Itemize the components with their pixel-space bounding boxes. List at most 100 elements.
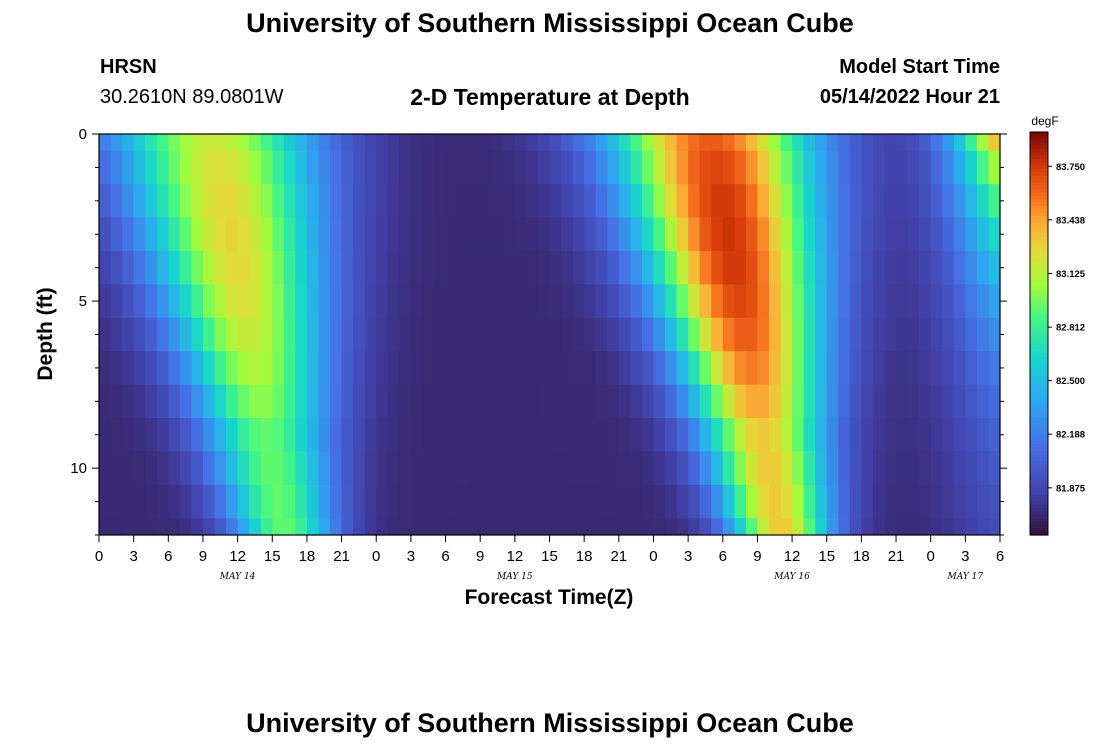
heatmap-cell [491, 418, 504, 453]
heatmap-cell [688, 484, 701, 519]
heatmap-cell [202, 134, 216, 152]
heatmap-cell [99, 184, 112, 219]
heatmap-cell [353, 184, 366, 219]
heatmap-cell [341, 250, 354, 285]
heatmap-cell [780, 284, 793, 319]
colorbar-segment [1030, 279, 1048, 284]
heatmap-cell [272, 484, 285, 519]
heatmap-cell [711, 217, 724, 252]
colorbar-segment [1030, 165, 1048, 170]
heatmap-cell [537, 484, 551, 519]
heatmap-cell [156, 184, 169, 219]
heatmap-cell [168, 518, 181, 535]
heatmap-cell [145, 518, 158, 535]
heatmap-cell [330, 150, 343, 185]
heatmap-cell [942, 250, 955, 285]
colorbar-segment [1030, 461, 1048, 466]
heatmap-cell [122, 217, 135, 252]
heatmap-cell [976, 184, 990, 219]
heatmap-cell [514, 518, 527, 535]
heatmap-cell [376, 317, 389, 352]
colorbar-segment [1030, 229, 1048, 234]
heatmap-cell [202, 484, 216, 519]
heatmap-cell [757, 384, 770, 419]
heatmap-cell [803, 184, 816, 219]
heatmap-cell [191, 134, 204, 152]
heatmap-cell [803, 518, 816, 535]
heatmap-cell [942, 284, 955, 319]
heatmap-cell [896, 451, 909, 486]
heatmap-cell [191, 351, 204, 386]
heatmap-cell [849, 250, 862, 285]
heatmap-cell [630, 284, 643, 319]
heatmap-cell [330, 134, 343, 152]
heatmap-cell [595, 250, 608, 285]
heatmap-cell [676, 184, 689, 219]
heatmap-cell [237, 184, 250, 219]
colorbar-segment [1030, 521, 1048, 526]
heatmap-cell [110, 150, 123, 185]
heatmap-cell [410, 217, 424, 252]
heatmap-cell [722, 184, 735, 219]
heatmap-cell [607, 451, 620, 486]
heatmap-cell [711, 418, 724, 453]
heatmap-cell [618, 451, 631, 486]
heatmap-cell [226, 484, 239, 519]
heatmap-cell [422, 150, 435, 185]
heatmap-cell [514, 418, 527, 453]
heatmap-cell [341, 184, 354, 219]
heatmap-cell [226, 418, 239, 453]
heatmap-cell [503, 217, 516, 252]
heatmap-cell [122, 418, 135, 453]
heatmap-cell [179, 518, 193, 535]
heatmap-cell [896, 250, 909, 285]
heatmap-cell [930, 384, 943, 419]
heatmap-cell [318, 150, 331, 185]
heatmap-cell [514, 150, 527, 185]
heatmap-cell [676, 284, 689, 319]
heatmap-cell [953, 484, 966, 519]
colorbar-segment [1030, 232, 1048, 237]
heatmap-cell [722, 217, 735, 252]
heatmap-cell [988, 384, 1000, 419]
heatmap-cell [976, 418, 990, 453]
colorbar-segment [1030, 135, 1048, 140]
heatmap-cell [665, 317, 678, 352]
heatmap-cell [191, 384, 204, 419]
colorbar-segment [1030, 239, 1048, 244]
heatmap-cell [884, 134, 897, 152]
heatmap-cell [988, 317, 1000, 352]
heatmap-cell [99, 317, 112, 352]
x-date-label: MAY 14 [219, 572, 256, 582]
heatmap-cell [191, 317, 204, 352]
heatmap-cell [988, 184, 1000, 219]
heatmap-cell [306, 451, 320, 486]
colorbar-segment [1030, 286, 1048, 291]
heatmap-cell [306, 284, 320, 319]
heatmap-cell [757, 451, 770, 486]
heatmap-cell [537, 284, 551, 319]
heatmap-cell [595, 184, 608, 219]
heatmap-cell [665, 484, 678, 519]
heatmap-cell [907, 284, 920, 319]
heatmap-cell [942, 150, 955, 185]
heatmap-cell [896, 317, 909, 352]
colorbar-segment [1030, 464, 1048, 469]
heatmap-cell [445, 250, 458, 285]
heatmap-cell [953, 451, 966, 486]
colorbar-segment [1030, 195, 1048, 200]
heatmap-cell [838, 150, 851, 185]
heatmap-cell [618, 184, 631, 219]
heatmap-cell [145, 384, 158, 419]
heatmap-cell [630, 134, 643, 152]
heatmap-cell [826, 150, 839, 185]
heatmap-cell [376, 217, 389, 252]
heatmap-cell [480, 351, 493, 386]
heatmap-cell [410, 250, 424, 285]
heatmap-cell [572, 384, 585, 419]
heatmap-cell [757, 418, 770, 453]
heatmap-cell [861, 217, 874, 252]
heatmap-cell [249, 451, 262, 486]
heatmap-cell [249, 250, 262, 285]
